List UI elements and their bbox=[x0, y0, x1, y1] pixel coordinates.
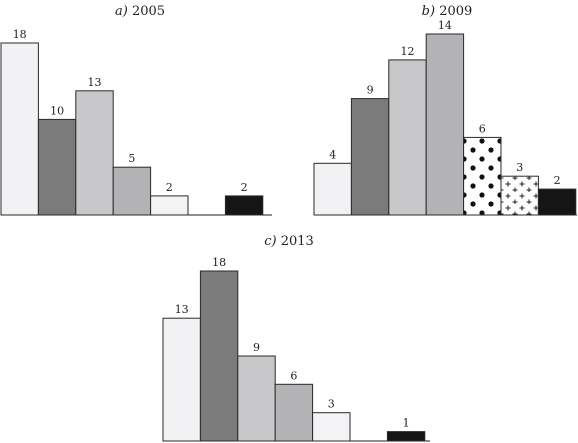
panel-c-bar-3 bbox=[237, 355, 276, 442]
panel-a-bar-5 bbox=[150, 195, 189, 216]
panel-c-value-label-5: 3 bbox=[328, 398, 335, 411]
panel-b-value-label-4: 14 bbox=[438, 19, 452, 32]
panel-a-value-label-3: 13 bbox=[88, 76, 102, 89]
panel-b-2009: 4 9 12 14 6 3 2 bbox=[313, 19, 577, 216]
panel-b-bar-3 bbox=[388, 59, 427, 216]
panel-b-title: b) 2009 bbox=[422, 4, 473, 19]
panel-c-value-label-4: 6 bbox=[290, 369, 297, 382]
panel-b-value-label-2: 9 bbox=[367, 84, 374, 97]
panel-b-bar-5 bbox=[463, 136, 502, 216]
panel-a-bar-7 bbox=[224, 195, 264, 216]
panel-c-bar-2 bbox=[199, 270, 239, 442]
panel-b-value-label-6: 3 bbox=[516, 161, 523, 174]
panel-a-bar-4 bbox=[112, 166, 152, 216]
panel-a-value-label-4: 5 bbox=[128, 152, 135, 165]
panel-a-bar-1 bbox=[0, 42, 39, 216]
panel-c-value-label-7: 1 bbox=[403, 417, 410, 430]
panel-c-title: c) 2013 bbox=[264, 234, 314, 249]
panel-c-bar-4 bbox=[274, 383, 314, 442]
panel-a-bar-2 bbox=[37, 118, 77, 216]
panel-c-bar-5 bbox=[312, 412, 351, 442]
panel-a-title: a) 2005 bbox=[115, 4, 165, 19]
panel-c-bar-1 bbox=[162, 317, 201, 442]
panel-b-bar-4 bbox=[425, 33, 465, 216]
panel-b-value-label-5: 6 bbox=[479, 122, 486, 135]
panel-c-value-label-1: 13 bbox=[175, 303, 189, 316]
panel-c-2013: 13 18 9 6 3 1 bbox=[162, 256, 430, 442]
panel-a-value-label-5: 2 bbox=[166, 181, 173, 194]
panel-b-value-label-7: 2 bbox=[554, 174, 561, 187]
panel-b-bar-1 bbox=[313, 162, 352, 216]
panel-b-bar-7 bbox=[537, 188, 577, 216]
panel-b-bar-6 bbox=[500, 175, 539, 216]
panel-a-bar-3 bbox=[75, 90, 114, 216]
panel-c-value-label-3: 9 bbox=[253, 341, 260, 354]
panel-a-value-label-1: 18 bbox=[13, 28, 27, 41]
panel-c-bar-7 bbox=[386, 431, 426, 442]
panel-b-value-label-3: 12 bbox=[401, 45, 415, 58]
panel-a-value-label-7: 2 bbox=[241, 181, 248, 194]
panel-c-value-label-2: 18 bbox=[212, 256, 226, 269]
panel-a-value-label-2: 10 bbox=[50, 104, 64, 117]
panel-b-bar-2 bbox=[350, 98, 390, 216]
panel-a-2005: 18 10 13 5 2 2 bbox=[0, 28, 272, 216]
panel-b-value-label-1: 4 bbox=[329, 148, 336, 161]
